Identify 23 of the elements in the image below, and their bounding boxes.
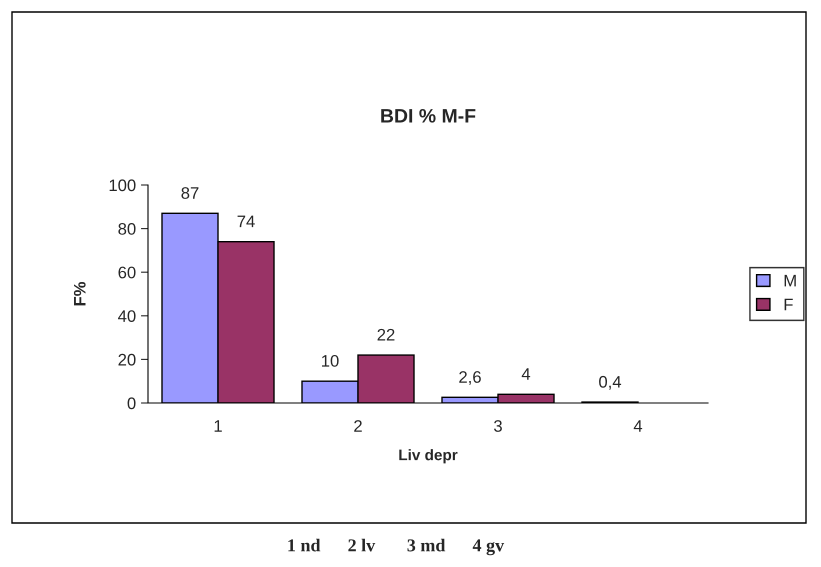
chart-title: BDI % M-F: [381, 108, 476, 123]
data-label: 22: [378, 328, 394, 340]
x-tick-label: 4: [634, 420, 642, 432]
data-label: 74: [238, 216, 255, 228]
x-tick-label: 1: [214, 420, 222, 432]
data-label: 10: [322, 354, 339, 367]
data-label: 87: [181, 187, 198, 199]
x-tick-label: 3: [494, 420, 502, 432]
data-label: 2,6: [459, 371, 481, 385]
legend-label: F: [784, 298, 793, 310]
y-tick-label: 100: [110, 179, 136, 192]
text: 1 nd 2 lv 3 md 4 gv: [288, 538, 504, 556]
y-tick-label: 60: [118, 266, 136, 278]
x-tick-label: 2: [354, 420, 362, 432]
data-label: 4: [522, 368, 530, 380]
x-axis-title: Liv depr: [399, 449, 458, 464]
legend-label: M: [784, 274, 796, 286]
y-tick-label: 80: [118, 223, 136, 235]
y-tick-label: 40: [118, 310, 136, 322]
data-label: 0,4: [599, 376, 622, 390]
y-axis-title: F%: [74, 282, 86, 306]
y-tick-label: 20: [118, 354, 136, 366]
y-tick-label: 0: [128, 397, 136, 410]
